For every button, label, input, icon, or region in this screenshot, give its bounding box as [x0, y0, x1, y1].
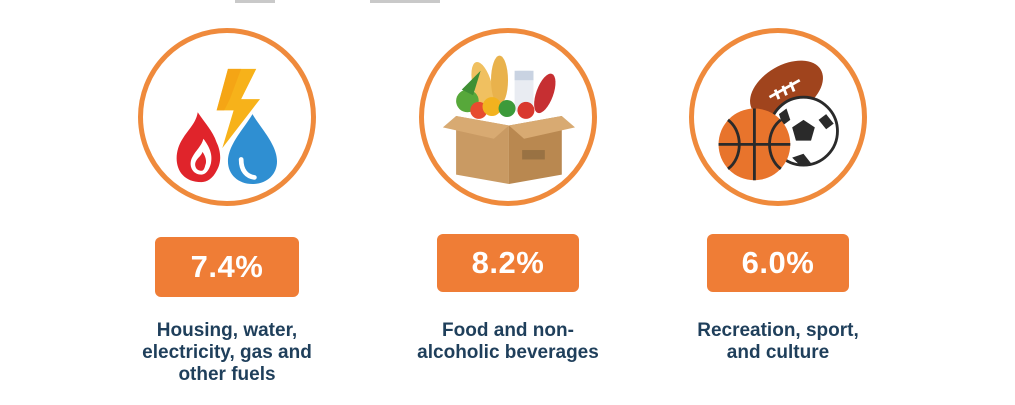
- category-card-recreation: 6.0% Recreation, sport, and culture: [648, 0, 908, 405]
- cropped-header-fragment: [235, 0, 275, 3]
- label-line: and culture: [726, 342, 830, 363]
- label-line: Food and non-: [442, 320, 574, 341]
- cropped-header-fragment: [370, 0, 440, 3]
- percentage-badge: 7.4%: [155, 237, 299, 297]
- label-line: alcoholic beverages: [417, 342, 599, 363]
- icon-circle: [138, 28, 316, 206]
- grocery-box-icon: [442, 55, 576, 185]
- fire-bolt-water-icon: [176, 68, 278, 185]
- icon-circle: [419, 28, 597, 206]
- category-card-food: 8.2% Food and non- alcoholic beverages: [378, 0, 638, 405]
- label-line: Recreation, sport,: [697, 320, 859, 341]
- percentage-badge: 6.0%: [707, 234, 849, 292]
- category-label: Housing, water, electricity, gas and oth…: [97, 320, 357, 386]
- label-line: other fuels: [178, 364, 276, 385]
- icon-circle: [689, 28, 867, 206]
- label-line: electricity, gas and: [142, 342, 312, 363]
- percentage-badge: 8.2%: [437, 234, 579, 292]
- label-line: Housing, water,: [156, 320, 298, 341]
- sports-balls-icon: [718, 60, 839, 181]
- category-label: Food and non- alcoholic beverages: [378, 320, 638, 364]
- category-card-housing: 7.4% Housing, water, electricity, gas an…: [97, 0, 357, 405]
- category-label: Recreation, sport, and culture: [648, 320, 908, 364]
